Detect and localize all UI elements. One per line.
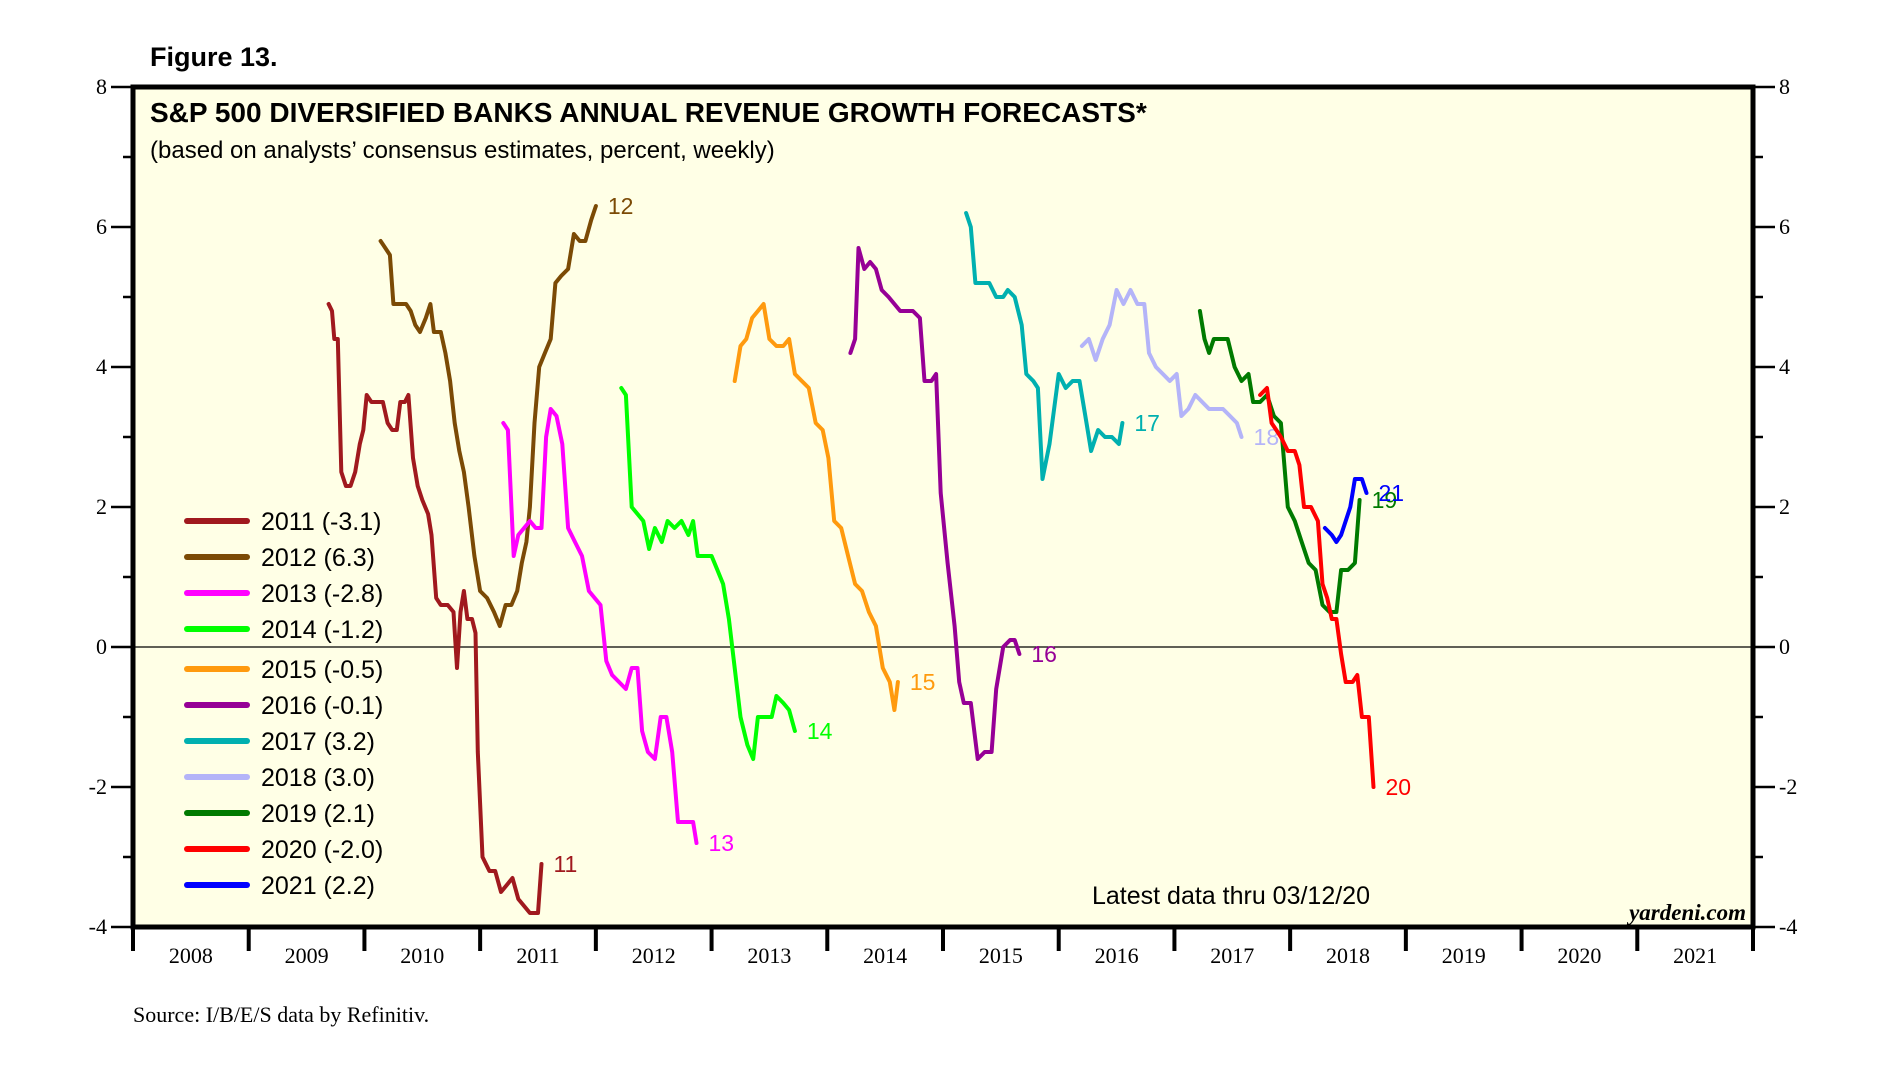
series-line-14 — [619, 386, 797, 761]
x-tick-label: 2016 — [1095, 943, 1139, 968]
x-tick-label: 2021 — [1673, 943, 1717, 968]
y-axis-left: -4 -2 0 2 4 6 8 — [89, 74, 133, 939]
x-axis: 2008 2009 2010 2011 2012 2013 2014 2015 2016 2017… — [131, 927, 1755, 968]
x-tick-label: 2012 — [632, 943, 676, 968]
x-tick-label: 2017 — [1210, 943, 1254, 968]
series-line-11 — [326, 302, 544, 915]
y-axis-right: -4 -2 0 2 4 6 8 — [1753, 74, 1797, 939]
series-line-20 — [1258, 386, 1376, 789]
x-tick-label: 2020 — [1557, 943, 1601, 968]
series-end-label-19: 19 — [1372, 487, 1398, 513]
y-tick-label-left: -2 — [89, 774, 107, 799]
legend-label: 2020 (-2.0) — [261, 836, 383, 864]
y-tick-label-right: 0 — [1779, 634, 1790, 659]
legend-label: 2015 (-0.5) — [261, 656, 383, 684]
chart-subtitle: (based on analysts’ consensus estimates,… — [150, 137, 775, 164]
series-line-16 — [848, 246, 1022, 761]
legend-label: 2019 (2.1) — [261, 800, 375, 828]
series-line-13 — [501, 407, 699, 845]
y-tick-label-left: 2 — [96, 494, 107, 519]
series-end-label-13: 13 — [709, 830, 735, 856]
x-tick-label: 2014 — [863, 943, 907, 968]
series-end-label-16: 16 — [1031, 641, 1057, 667]
legend-label: 2016 (-0.1) — [261, 692, 383, 720]
x-tick-label: 2018 — [1326, 943, 1370, 968]
x-tick-label: 2013 — [747, 943, 791, 968]
series-end-label-15: 15 — [910, 669, 936, 695]
x-tick-label: 2015 — [979, 943, 1023, 968]
series-end-label-14: 14 — [807, 718, 833, 744]
series-end-label-17: 17 — [1134, 410, 1160, 436]
series-line-18 — [1079, 288, 1244, 439]
series-end-label-12: 12 — [608, 193, 634, 219]
y-tick-label-right: 2 — [1779, 494, 1790, 519]
series-end-label-20: 20 — [1385, 774, 1411, 800]
series-line-12 — [378, 204, 598, 628]
series-line-19 — [1197, 309, 1362, 614]
latest-data-note: Latest data thru 03/12/20 — [1092, 882, 1370, 910]
legend-label: 2011 (-3.1) — [261, 508, 381, 536]
figure-label: Figure 13. — [150, 42, 278, 72]
x-tick-label: 2009 — [285, 943, 329, 968]
x-tick-label: 2008 — [169, 943, 213, 968]
series-line-21 — [1322, 477, 1369, 544]
y-tick-label-right: 6 — [1779, 214, 1790, 239]
chart-title: S&P 500 DIVERSIFIED BANKS ANNUAL REVENUE… — [150, 97, 1147, 128]
watermark: yardeni.com — [1626, 900, 1746, 925]
y-tick-label-right: -2 — [1779, 774, 1797, 799]
series-line-17 — [964, 211, 1125, 481]
y-tick-label-left: 8 — [96, 74, 107, 99]
y-tick-label-left: 6 — [96, 214, 107, 239]
x-tick-label: 2010 — [400, 943, 444, 968]
series-end-label-21: 21 — [1379, 480, 1405, 506]
x-tick-label: 2011 — [516, 943, 559, 968]
y-tick-label-left: 4 — [96, 354, 107, 379]
y-tick-label-right: 4 — [1779, 354, 1790, 379]
legend-label: 2013 (-2.8) — [261, 580, 383, 608]
legend-label: 2012 (6.3) — [261, 544, 375, 572]
series-end-label-11: 11 — [553, 851, 577, 877]
y-tick-label-right: -4 — [1779, 914, 1797, 939]
y-tick-label-left: 0 — [96, 634, 107, 659]
legend-label: 2017 (3.2) — [261, 728, 375, 756]
y-tick-label-left: -4 — [89, 914, 107, 939]
y-tick-label-right: 8 — [1779, 74, 1790, 99]
legend-label: 2021 (2.2) — [261, 872, 375, 900]
series-line-15 — [732, 302, 900, 712]
x-tick-label: 2019 — [1442, 943, 1486, 968]
legend: 2011 (-3.1) 2012 (6.3) 2013 (-2.8) 2014 (-1… — [184, 508, 383, 900]
source-note: Source: I/B/E/S data by Refinitiv. — [133, 1002, 429, 1027]
legend-label: 2014 (-1.2) — [261, 616, 383, 644]
legend-label: 2018 (3.0) — [261, 764, 375, 792]
